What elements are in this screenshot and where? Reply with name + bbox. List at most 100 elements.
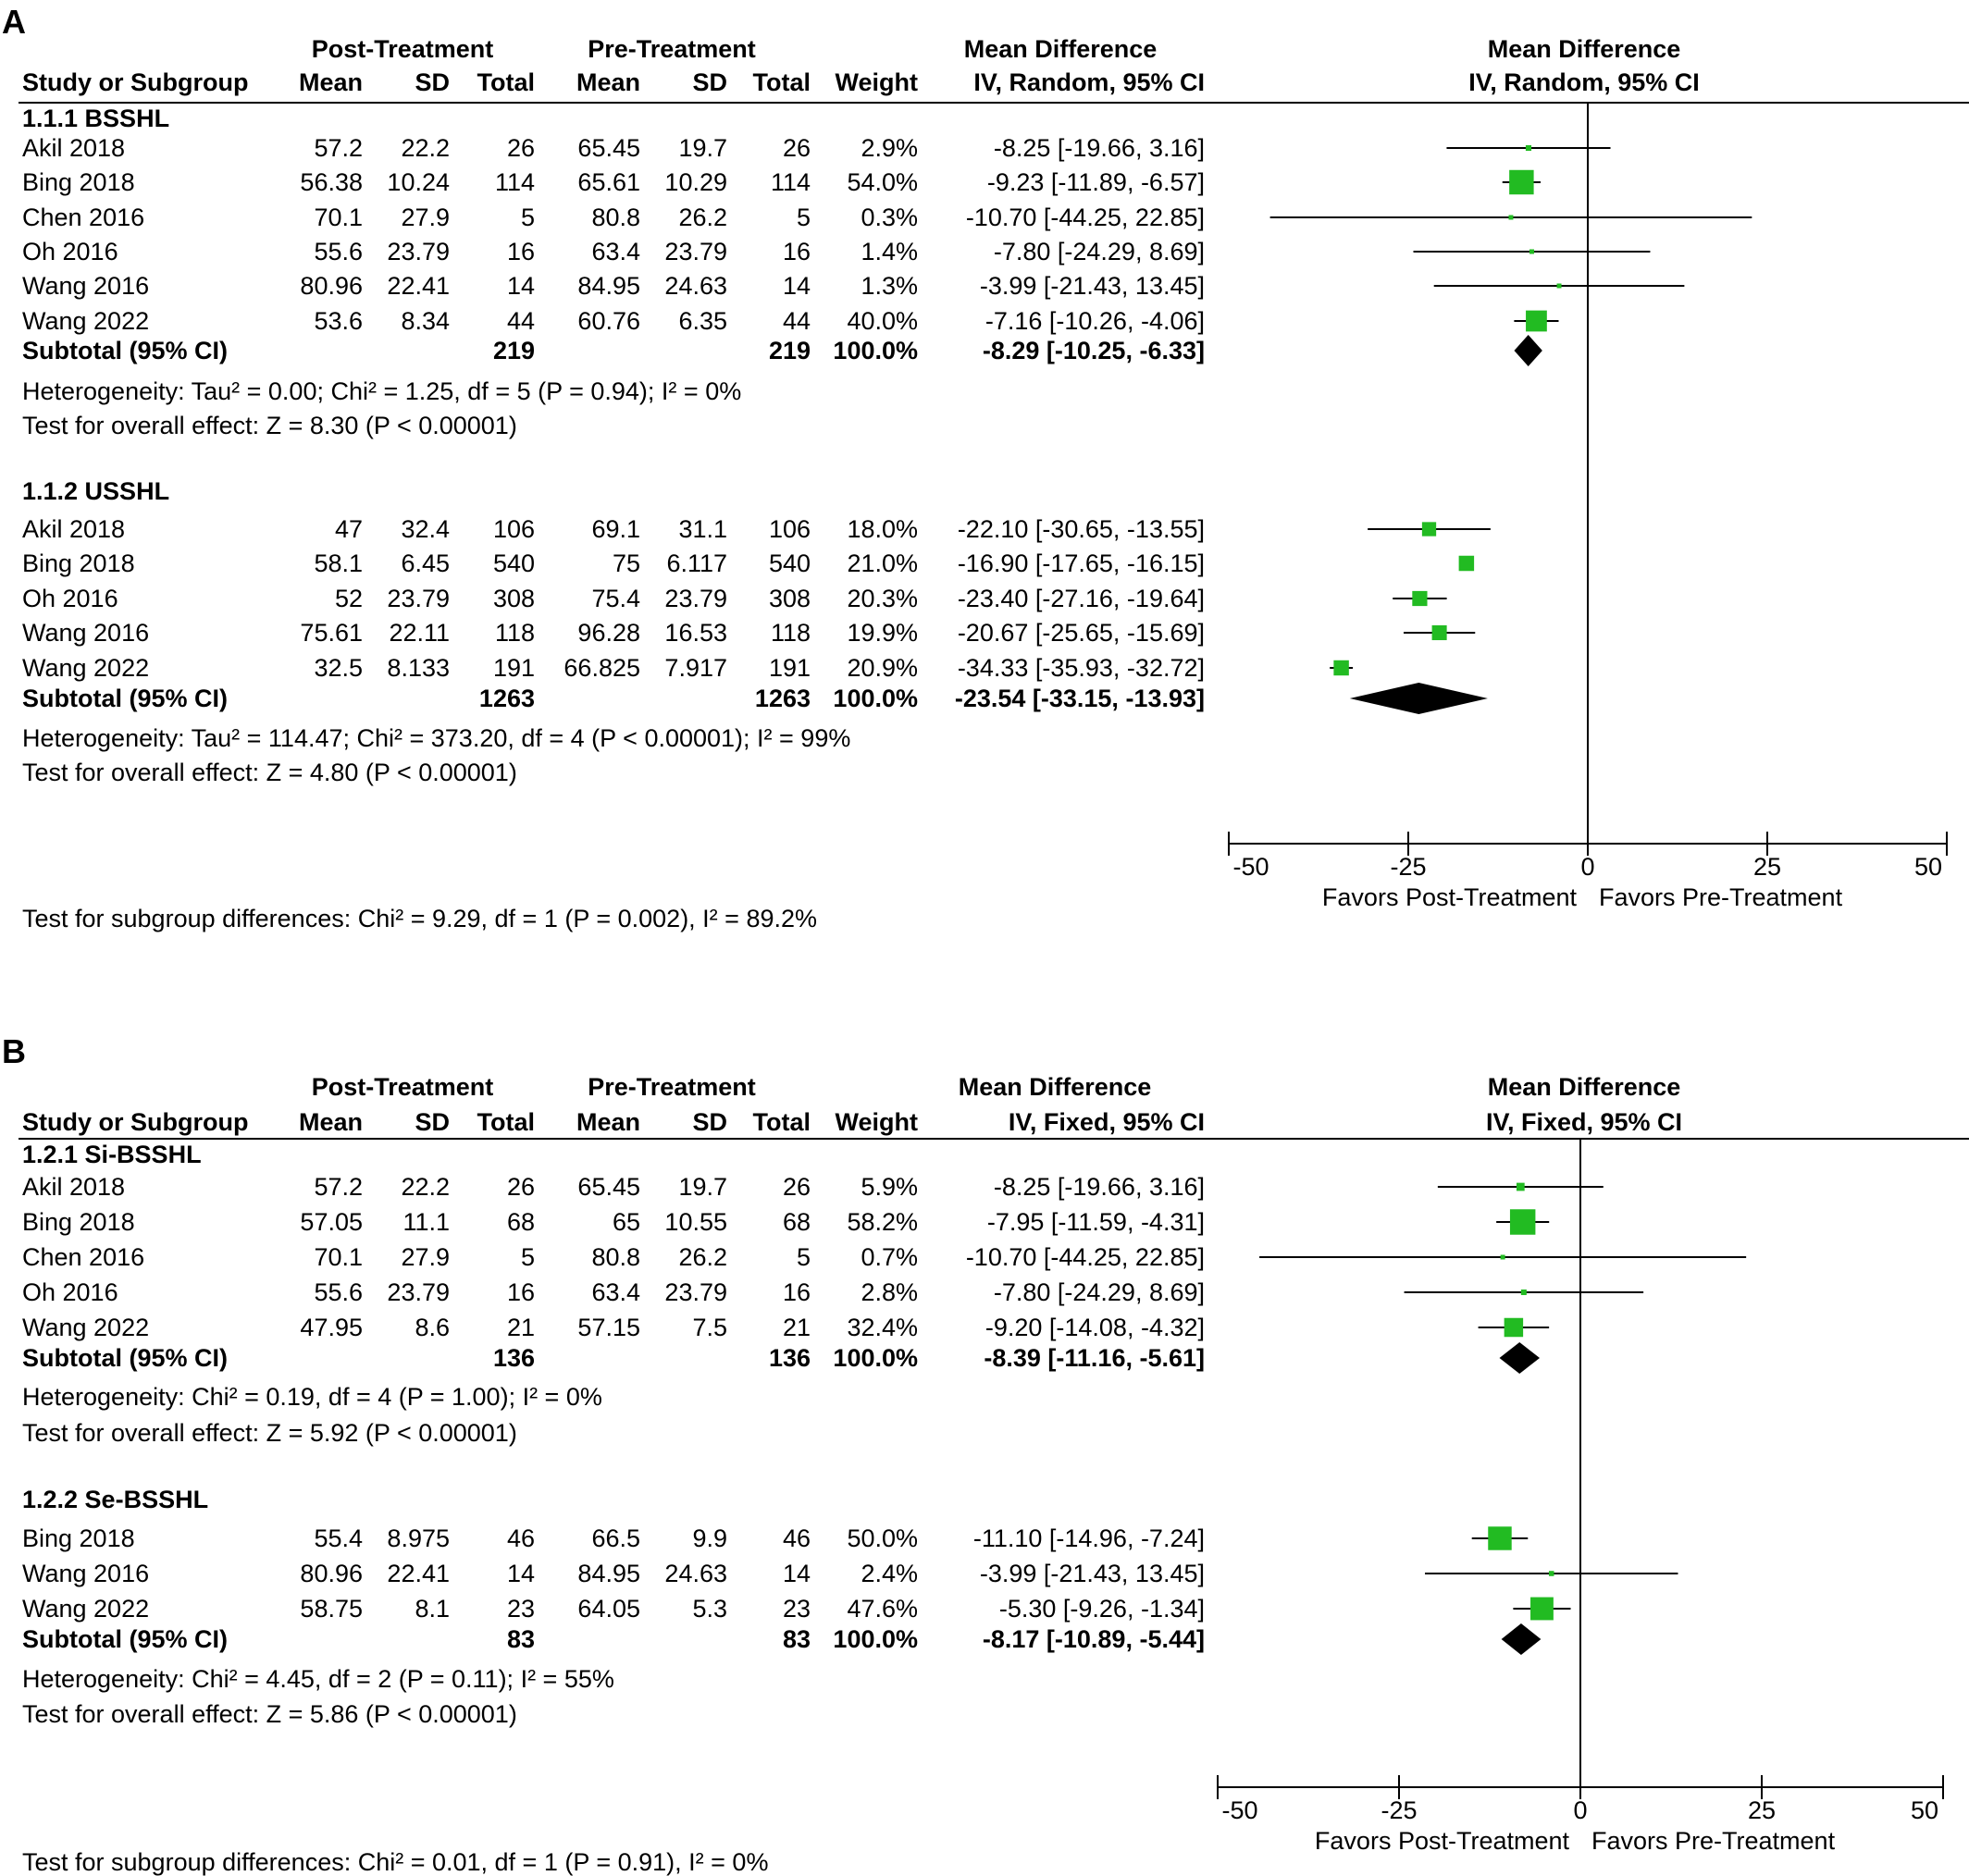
total-column-header: Total (753, 68, 811, 96)
post-total: 106 (493, 515, 535, 543)
post-total: 46 (507, 1524, 535, 1552)
pre-total: 118 (771, 619, 811, 647)
subtotal-pre-total: 83 (783, 1625, 811, 1653)
x-tick-label: 25 (1748, 1796, 1776, 1824)
pre-mean: 64.05 (577, 1595, 640, 1623)
study-name: Bing 2018 (22, 1208, 135, 1236)
study-ci: -10.70 [-44.25, 22.85] (966, 1243, 1205, 1271)
post-sd: 22.41 (387, 1560, 450, 1587)
subgroup-title: 1.1.1 BSSHL (22, 105, 169, 132)
post-total: 26 (507, 134, 535, 162)
post-sd: 8.133 (387, 654, 450, 682)
pre-sd: 7.917 (664, 654, 727, 682)
post-sd: 23.79 (387, 238, 450, 265)
post-mean: 70.1 (314, 204, 363, 231)
md-header-title: Mean Difference (959, 1073, 1152, 1101)
post-total: 68 (507, 1208, 535, 1236)
effect-square (1548, 1571, 1554, 1576)
study-name: Wang 2016 (22, 272, 149, 300)
post-sd: 22.2 (401, 134, 450, 162)
effect-square (1500, 1254, 1505, 1260)
post-mean: 32.5 (314, 654, 363, 682)
pre-sd: 24.63 (664, 272, 727, 300)
summary-diamond (1349, 683, 1488, 714)
post-sd: 10.24 (387, 168, 450, 196)
post-mean: 70.1 (314, 1243, 363, 1271)
post-total: 44 (507, 307, 535, 335)
study-weight: 50.0% (847, 1524, 918, 1552)
mean-column-header: Mean (576, 1108, 640, 1136)
pre-mean: 75 (613, 549, 640, 577)
pre-sd: 6.35 (678, 307, 727, 335)
study-weight: 54.0% (847, 168, 918, 196)
pre-sd: 24.63 (664, 1560, 727, 1587)
subtotal-post-total: 83 (507, 1625, 535, 1653)
x-tick-label: 50 (1914, 853, 1942, 881)
subtotal-weight: 100.0% (833, 337, 918, 364)
study-ci: -8.25 [-19.66, 3.16] (994, 134, 1205, 162)
mean-column-header: Mean (299, 68, 363, 96)
effect-square (1431, 624, 1447, 641)
post-total: 21 (507, 1314, 535, 1341)
x-tick-label: 0 (1573, 1796, 1587, 1824)
post-mean: 53.6 (314, 307, 363, 335)
post-sd: 8.6 (415, 1314, 450, 1341)
pre-sd: 23.79 (664, 585, 727, 612)
subgroup-difference-test: Test for subgroup differences: Chi² = 0.… (22, 1848, 768, 1876)
study-name: Wang 2016 (22, 1560, 149, 1587)
subgroup-title: 1.1.2 USSHL (22, 477, 169, 505)
pre-total: 106 (769, 515, 811, 543)
md-method-header: IV, Fixed, 95% CI (1009, 1108, 1205, 1136)
pre-sd: 26.2 (678, 1243, 727, 1271)
study-ci: -3.99 [-21.43, 13.45] (980, 1560, 1205, 1587)
post-mean: 47 (335, 515, 363, 543)
pre-mean: 65.61 (577, 168, 640, 196)
post-total: 16 (507, 1278, 535, 1306)
study-name: Wang 2022 (22, 1314, 149, 1341)
post-sd: 27.9 (401, 204, 450, 231)
effect-square (1530, 1597, 1554, 1621)
effect-square (1421, 522, 1437, 537)
pre-mean: 66.825 (563, 654, 640, 682)
post-sd: 27.9 (401, 1243, 450, 1271)
pre-total: 308 (769, 585, 811, 612)
pre-mean: 57.15 (577, 1314, 640, 1341)
effect-square (1488, 1526, 1512, 1550)
effect-square (1333, 660, 1349, 676)
study-ci: -20.67 [-25.65, -15.69] (958, 619, 1205, 647)
post-mean: 58.75 (300, 1595, 363, 1623)
post-total: 540 (493, 549, 535, 577)
study-ci: -7.80 [-24.29, 8.69] (994, 238, 1205, 265)
post-sd: 6.45 (401, 549, 450, 577)
post-mean: 57.05 (300, 1208, 363, 1236)
effect-square (1526, 310, 1547, 332)
pre-total: 26 (783, 1173, 811, 1201)
pre-sd: 23.79 (664, 238, 727, 265)
pre-sd: 19.7 (678, 134, 727, 162)
study-ci: -10.70 [-44.25, 22.85] (966, 204, 1205, 231)
subtotal-label: Subtotal (95% CI) (22, 1625, 228, 1653)
effect-square (1516, 1182, 1525, 1191)
pre-mean: 80.8 (591, 204, 640, 231)
pre-mean: 75.4 (591, 585, 640, 612)
study-ci: -16.90 [-17.65, -16.15] (958, 549, 1205, 577)
summary-diamond (1499, 1342, 1541, 1374)
subtotal-weight: 100.0% (833, 1625, 918, 1653)
study-ci: -7.95 [-11.59, -4.31] (987, 1208, 1205, 1236)
pre-mean: 96.28 (577, 619, 640, 647)
panel-letter: A (2, 3, 26, 41)
pre-total: 21 (783, 1314, 811, 1341)
favors-right-label: Favors Pre-Treatment (1591, 1827, 1836, 1855)
mean-column-header: Mean (576, 68, 640, 96)
pre-mean: 84.95 (577, 1560, 640, 1587)
study-name: Bing 2018 (22, 168, 135, 196)
study-column-header: Study or Subgroup (22, 68, 248, 96)
post-mean: 75.61 (300, 619, 363, 647)
pre-mean: 65.45 (577, 134, 640, 162)
pre-total: 44 (783, 307, 811, 335)
pre-mean: 60.76 (577, 307, 640, 335)
subtotal-label: Subtotal (95% CI) (22, 685, 228, 712)
post-sd: 8.975 (387, 1524, 450, 1552)
effect-square (1504, 1317, 1524, 1338)
subgroup-title: 1.2.2 Se-BSSHL (22, 1486, 208, 1513)
